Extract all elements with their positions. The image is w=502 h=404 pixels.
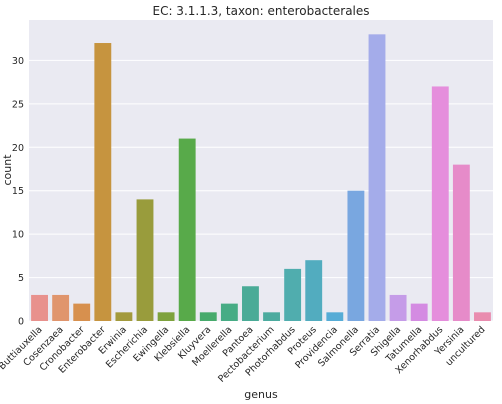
x-tick-labels: ButtiauxellaCosenzaeaCronobacterEnteroba… — [0, 324, 488, 384]
bar-uncultured — [474, 312, 491, 321]
y-tick-label: 10 — [12, 230, 24, 241]
bar-buttiauxella — [31, 294, 48, 321]
bar-yersinia — [452, 164, 470, 321]
y-tick-label: 0 — [18, 317, 24, 328]
bar-enterobacter — [94, 43, 112, 321]
x-axis-label: genus — [244, 388, 278, 401]
bar-xenorhabdus — [431, 86, 449, 321]
bar-klebsiella — [178, 138, 196, 321]
bar-escherichia — [136, 199, 154, 321]
y-tick-label: 30 — [12, 56, 24, 67]
bar-ewingella — [157, 312, 175, 321]
bar-providencia — [326, 312, 344, 321]
bar-serratia — [368, 34, 386, 321]
bar-proteus — [305, 260, 323, 321]
y-tick-label: 25 — [12, 99, 24, 110]
y-tick-label: 15 — [12, 186, 24, 197]
bar-cronobacter — [73, 303, 91, 321]
bar-moellerella — [220, 303, 238, 321]
y-tick-label: 5 — [18, 273, 24, 284]
bar-cosenzaea — [52, 294, 70, 321]
bar-erwinia — [115, 312, 133, 321]
chart-title: EC: 3.1.1.3, taxon: enterobacterales — [152, 4, 369, 18]
bar-pantoea — [242, 286, 259, 321]
y-axis-label: count — [1, 154, 14, 186]
bar-kluyvera — [199, 312, 217, 321]
y-tick-label: 20 — [12, 143, 24, 154]
bars-group — [31, 34, 491, 321]
bar-photorhabdus — [284, 268, 302, 321]
bar-tatumella — [410, 303, 428, 321]
bar-shigella — [389, 294, 407, 321]
bar-pectobacterium — [263, 312, 280, 321]
bar-salmonella — [347, 190, 365, 321]
y-tick-labels: 0 5 10 15 20 25 30 — [12, 56, 24, 328]
